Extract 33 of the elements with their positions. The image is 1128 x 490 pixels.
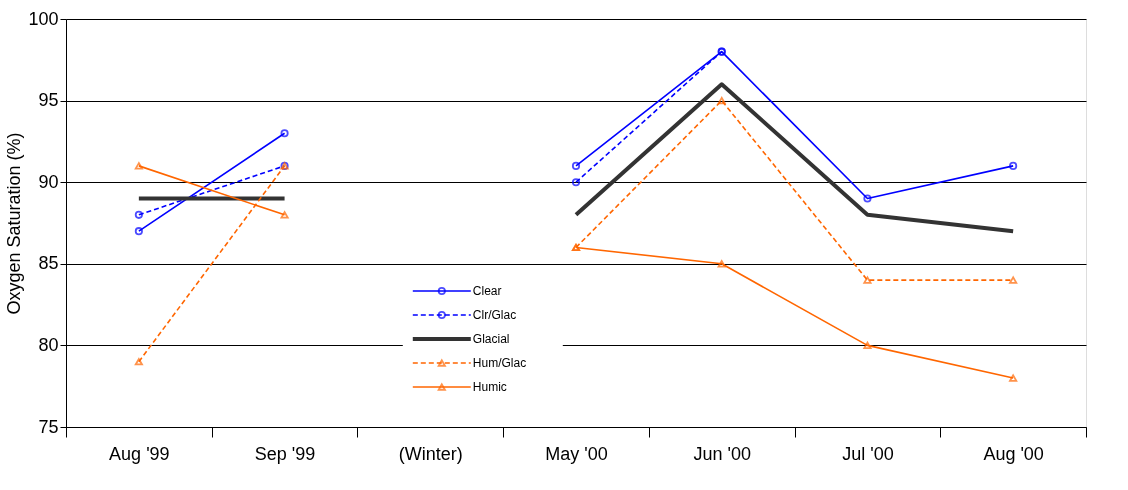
y-tick-label: 80 bbox=[38, 334, 59, 355]
x-tick-label: Sep '99 bbox=[254, 443, 316, 464]
x-tick-label: May '00 bbox=[545, 443, 608, 464]
x-tick-label: Aug '99 bbox=[109, 443, 170, 464]
point bbox=[863, 276, 872, 284]
y-tick-label: 100 bbox=[28, 8, 59, 29]
y-tick-label: 85 bbox=[38, 253, 59, 274]
legend-label: Hum/Glac bbox=[472, 356, 527, 370]
point bbox=[863, 194, 872, 203]
legend-label: Humic bbox=[472, 380, 507, 394]
point bbox=[280, 129, 289, 138]
point bbox=[863, 341, 872, 350]
point bbox=[1009, 276, 1018, 284]
point bbox=[134, 210, 143, 219]
point bbox=[717, 260, 726, 268]
y-tick-label: 90 bbox=[38, 171, 59, 192]
x-tick-label: Aug '00 bbox=[983, 443, 1044, 464]
x-tick-label: (Winter) bbox=[398, 443, 463, 464]
x-tick-label: Jul '00 bbox=[842, 443, 894, 464]
point bbox=[134, 162, 143, 170]
legend-label: Clr/Glac bbox=[472, 308, 517, 322]
point bbox=[571, 178, 581, 187]
point bbox=[280, 211, 289, 219]
y-tick-label: 75 bbox=[38, 416, 59, 437]
legend-label: Glacial bbox=[472, 332, 510, 346]
x-tick-label: Jun '00 bbox=[693, 443, 751, 464]
y-tick-label: 95 bbox=[38, 90, 59, 111]
point bbox=[571, 161, 581, 170]
point bbox=[717, 96, 726, 105]
point bbox=[134, 358, 143, 366]
y-axis-title: Oxygen Saturation (%) bbox=[4, 132, 25, 315]
legend-label: Clear bbox=[472, 284, 502, 298]
point bbox=[1009, 374, 1018, 382]
